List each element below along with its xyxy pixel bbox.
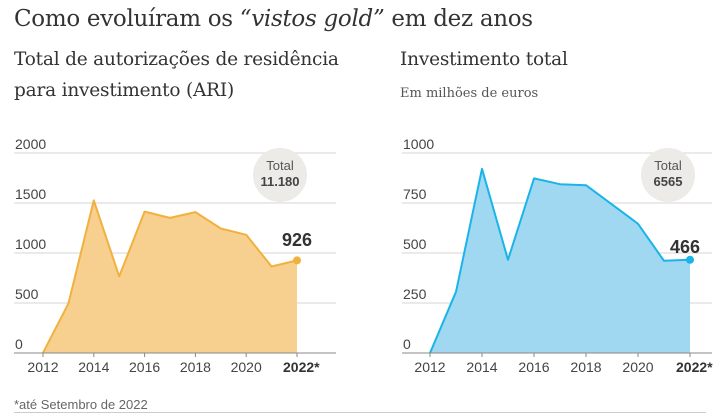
left-x-tick-label: 2020	[231, 359, 262, 375]
right-y-tick-label: 1000	[403, 136, 434, 152]
right-total-badge: Total 6565	[641, 148, 695, 202]
headline-end: em dez anos	[384, 6, 533, 32]
left-y-tick-label: 0	[15, 336, 23, 352]
headline-emphasis: “vistos gold”	[239, 6, 385, 32]
left-y-tick-label: 2000	[15, 136, 46, 152]
right-last-point	[686, 255, 694, 264]
bottom-rule	[14, 412, 706, 413]
right-x-tick-label: 2018	[570, 359, 601, 375]
left-chart-title-line2: para investimento (ARI)	[14, 80, 234, 101]
right-chart-title: Investimento total	[400, 44, 568, 75]
right-x-tick-label: 2022*	[676, 359, 713, 375]
left-total-value: 11.180	[260, 174, 300, 189]
right-x-tick-label: 2020	[622, 359, 653, 375]
right-x-tick-label: 2016	[518, 359, 549, 375]
right-total-value: 6565	[653, 174, 683, 189]
right-chart-title-line1: Investimento total	[400, 49, 568, 70]
left-last-value-label: 926	[282, 230, 313, 250]
right-y-tick-label: 750	[403, 186, 427, 202]
left-x-tick-label: 2018	[180, 359, 211, 375]
left-chart-title-line1: Total de autorizações de residência	[14, 49, 339, 70]
right-y-tick-label: 500	[403, 236, 427, 252]
headline-start: Como evoluíram os	[14, 6, 240, 32]
left-x-tick-label: 2016	[129, 359, 160, 375]
left-series-area	[43, 200, 297, 353]
right-y-tick-label: 250	[403, 286, 427, 302]
left-chart-title: Total de autorizações de residência para…	[14, 44, 339, 106]
right-total-label: Total	[654, 158, 682, 173]
left-y-tick-label: 1000	[15, 236, 46, 252]
right-x-tick-label: 2012	[414, 359, 445, 375]
left-x-tick-label: 2014	[78, 359, 109, 375]
left-last-point	[293, 256, 301, 265]
right-chart-subtitle: Em milhões de euros	[400, 86, 539, 101]
right-last-value-label: 466	[670, 237, 701, 257]
footnote: *até Setembro de 2022	[14, 397, 148, 412]
headline: Como evoluíram os “vistos gold” em dez a…	[14, 6, 533, 32]
left-total-badge: Total 11.180	[253, 148, 307, 202]
right-x-tick-label: 2014	[466, 359, 497, 375]
right-series-line	[429, 167, 691, 354]
left-x-tick-label: 2022*	[283, 359, 320, 375]
right-y-tick-label: 0	[403, 336, 411, 352]
left-series-line	[42, 199, 298, 354]
left-y-tick-label: 1500	[15, 186, 46, 202]
left-total-label: Total	[266, 158, 294, 173]
left-y-tick-label: 500	[15, 286, 39, 302]
left-x-tick-label: 2012	[27, 359, 58, 375]
